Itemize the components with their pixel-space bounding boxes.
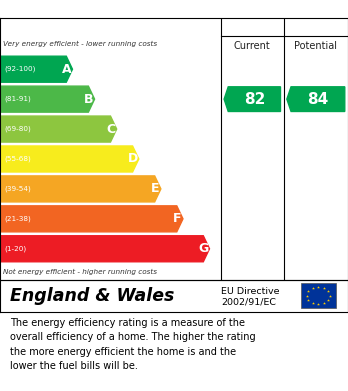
Text: (92-100): (92-100): [4, 66, 35, 72]
Text: Potential: Potential: [294, 41, 337, 51]
Text: E: E: [151, 183, 160, 196]
Text: 82: 82: [244, 91, 265, 107]
Text: A: A: [62, 63, 71, 76]
Polygon shape: [0, 146, 139, 172]
Text: 2002/91/EC: 2002/91/EC: [221, 298, 276, 307]
Text: B: B: [84, 93, 94, 106]
Text: Energy Efficiency Rating: Energy Efficiency Rating: [10, 11, 232, 26]
Text: Not energy efficient - higher running costs: Not energy efficient - higher running co…: [3, 269, 157, 275]
Polygon shape: [0, 236, 209, 262]
Polygon shape: [0, 56, 72, 82]
Text: EU Directive: EU Directive: [221, 287, 279, 296]
Text: F: F: [173, 212, 182, 225]
Text: Very energy efficient - lower running costs: Very energy efficient - lower running co…: [3, 41, 157, 47]
Text: G: G: [198, 242, 208, 255]
Text: England & Wales: England & Wales: [10, 287, 175, 305]
Text: The energy efficiency rating is a measure of the
overall efficiency of a home. T: The energy efficiency rating is a measur…: [10, 318, 256, 371]
Polygon shape: [224, 87, 280, 111]
Polygon shape: [0, 86, 95, 112]
Polygon shape: [0, 176, 161, 202]
Text: (21-38): (21-38): [4, 215, 31, 222]
Text: Current: Current: [234, 41, 271, 51]
Text: (55-68): (55-68): [4, 156, 31, 162]
Text: D: D: [127, 152, 138, 165]
Polygon shape: [287, 87, 345, 111]
Text: 84: 84: [307, 91, 329, 107]
Polygon shape: [0, 206, 183, 232]
Text: (81-91): (81-91): [4, 96, 31, 102]
Text: (69-80): (69-80): [4, 126, 31, 132]
FancyBboxPatch shape: [301, 283, 336, 308]
Polygon shape: [0, 116, 117, 142]
Text: (1-20): (1-20): [4, 246, 26, 252]
Text: (39-54): (39-54): [4, 186, 31, 192]
Text: C: C: [106, 122, 116, 136]
